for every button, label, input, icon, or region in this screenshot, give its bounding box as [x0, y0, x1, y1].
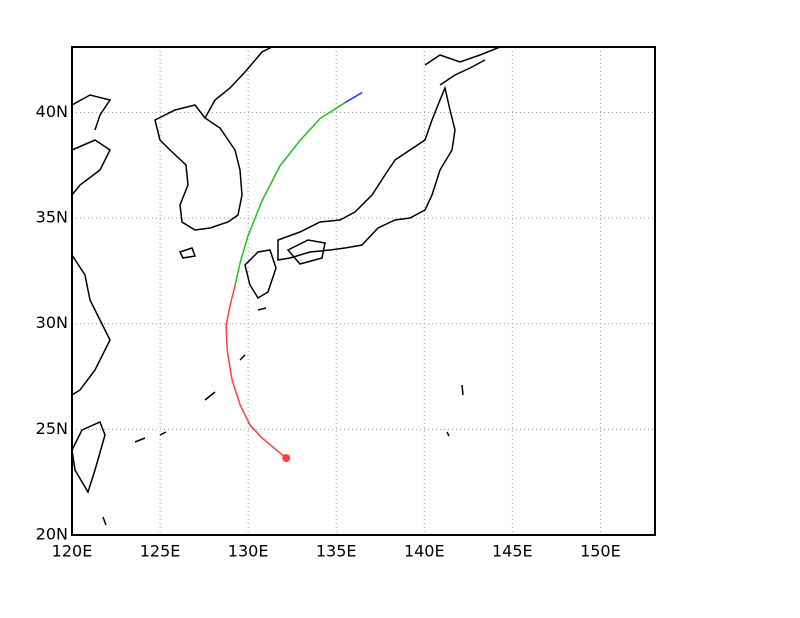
track-segment	[234, 101, 346, 286]
track-start	[282, 454, 291, 463]
y-tick-label: 25N	[36, 419, 68, 438]
track-segment	[344, 91, 363, 104]
axis-labels: 120E 125E 130E 135E 140E 145E 150E 20N 25N 30N 35N…	[36, 102, 621, 561]
coast-kyushu	[244, 249, 277, 300]
plot-frame	[71, 46, 656, 536]
coast-islands	[102, 247, 464, 526]
coast-china	[72, 94, 112, 396]
coastlines	[72, 47, 501, 526]
track	[225, 91, 363, 463]
coast-north	[204, 47, 273, 119]
coast-korea	[154, 104, 243, 231]
y-tick-label: 30N	[36, 313, 68, 332]
x-tick-label: 130E	[228, 542, 269, 561]
x-tick-label: 120E	[52, 542, 93, 561]
coast-taiwan	[72, 420, 106, 494]
x-tick-label: 135E	[316, 542, 357, 561]
y-tick-label: 20N	[36, 525, 68, 544]
coast-hokkaido	[424, 47, 501, 86]
grid	[71, 47, 655, 536]
coast-honshu	[277, 85, 456, 261]
x-tick-label: 125E	[140, 542, 181, 561]
x-tick-label: 150E	[580, 542, 621, 561]
y-tick-label: 40N	[36, 102, 68, 121]
x-tick-label: 145E	[492, 542, 533, 561]
y-tick-label: 35N	[36, 208, 68, 227]
track-segment	[225, 285, 287, 459]
x-tick-label: 140E	[404, 542, 445, 561]
coast-shikoku	[286, 239, 326, 265]
